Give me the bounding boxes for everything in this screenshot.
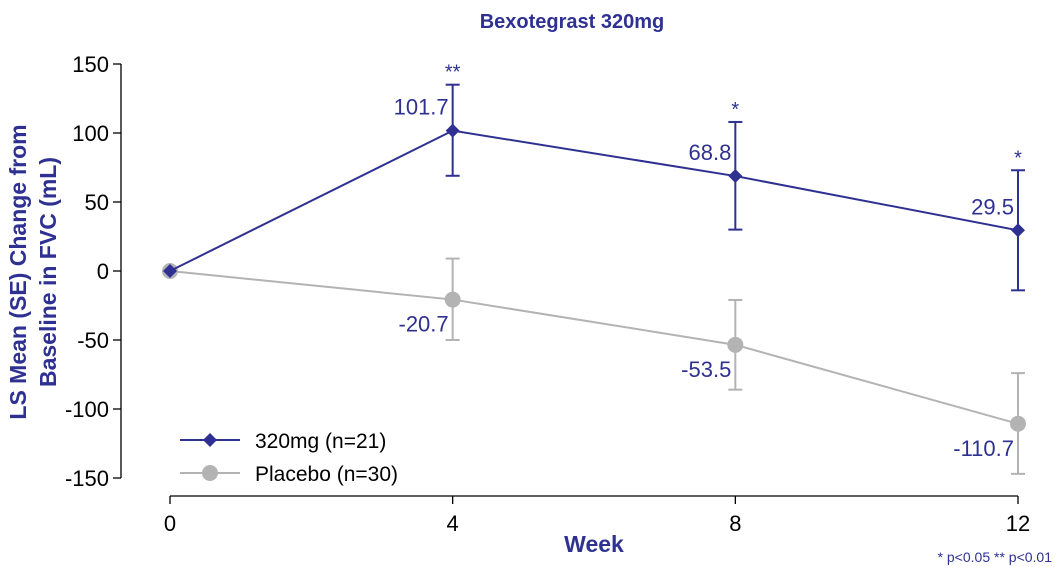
series-line [169, 270, 1019, 425]
data-point [163, 264, 177, 278]
significance-marker: * [731, 99, 739, 121]
legend-item-placebo: Placebo (n=30) [180, 463, 398, 486]
x-axis-title: Week [564, 531, 624, 557]
y-tick-label: -50 [77, 328, 109, 353]
y-tick-label: -150 [65, 466, 109, 491]
data-label: -53.5 [681, 357, 731, 382]
x-tick-label: 0 [164, 511, 176, 536]
y-axis-title: LS Mean (SE) Change from Baseline in FVC… [5, 124, 61, 419]
data-point [445, 123, 460, 138]
data-point [1010, 415, 1026, 432]
x-tick-label: 8 [729, 511, 741, 536]
significance-marker: ** [445, 62, 461, 84]
significance-footnote: * p<0.05 ** p<0.01 [938, 549, 1053, 565]
y-tick-label: 0 [97, 259, 109, 284]
legend-label: Placebo (n=30) [255, 463, 398, 486]
series-line [169, 129, 1019, 272]
data-label: -20.7 [399, 312, 449, 337]
data-point [1011, 223, 1025, 238]
legend-label: 320mg (n=21) [255, 430, 386, 453]
x-tick-label: 12 [1006, 511, 1030, 536]
data-label: 29.5 [971, 194, 1014, 219]
legend-marker [203, 433, 217, 447]
y-axis-title-line-1: LS Mean (SE) Change from [5, 124, 31, 419]
y-tick-label: 150 [72, 52, 109, 77]
legend-item-320mg: 320mg (n=21) [180, 430, 386, 453]
data-label: 68.8 [689, 140, 732, 165]
legend: 320mg (n=21) Placebo (n=30) [180, 430, 398, 486]
data-point [727, 336, 744, 353]
y-tick-label: 50 [85, 190, 109, 215]
series-320mg [163, 83, 1025, 292]
x-tick-label: 4 [447, 511, 459, 536]
chart-title: Bexotegrast 320mg [480, 11, 665, 33]
significance-marker: * [1014, 147, 1022, 169]
plot-area: 101.768.829.5-20.7-53.5-110.7**** [162, 62, 1026, 475]
axes: 150 100 50 0 -50 -100 -150 0 4 8 12 [65, 52, 1030, 536]
data-point [444, 291, 461, 308]
y-tick-label: 100 [72, 121, 109, 146]
legend-marker [202, 465, 218, 481]
y-axis-title-line-2: Baseline in FVC (mL) [35, 157, 61, 387]
y-tick-label: -100 [65, 397, 109, 422]
data-label: 101.7 [394, 95, 449, 120]
data-label: -110.7 [953, 436, 1014, 461]
data-point [728, 169, 743, 184]
